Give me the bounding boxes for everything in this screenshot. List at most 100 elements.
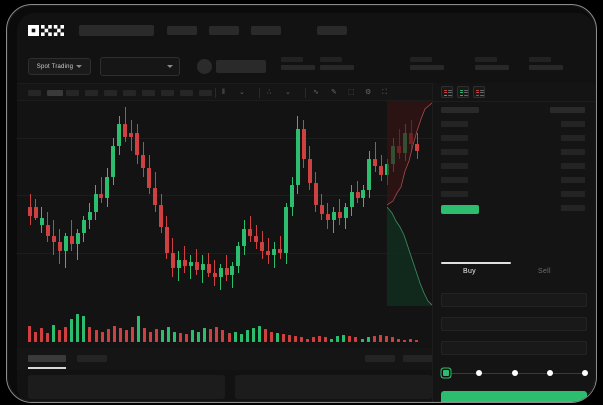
candle [57, 101, 62, 296]
timeframe-button-1[interactable] [47, 90, 63, 96]
timeframe-button-5[interactable] [123, 90, 136, 96]
okx-logo-svg [28, 25, 64, 36]
tab-action-1[interactable] [365, 355, 395, 362]
timeframe-button-0[interactable] [28, 90, 41, 96]
orderbook-bid-row[interactable] [441, 191, 468, 197]
orderbook-bid-row[interactable] [441, 205, 479, 214]
coin-avatar [197, 59, 212, 74]
indicators-icon[interactable]: ∴ [267, 89, 272, 96]
candle [206, 101, 211, 296]
candle-body [28, 207, 32, 216]
orderbook-ask-row[interactable] [561, 177, 585, 183]
indicators-chevron-icon[interactable]: ⌄ [285, 89, 291, 96]
volume-bar [34, 331, 38, 342]
tab-open-orders[interactable] [28, 355, 66, 362]
orderbook-bid-row[interactable] [441, 121, 468, 127]
tab-buy[interactable]: Buy [463, 268, 476, 275]
timeframe-button-6[interactable] [142, 90, 155, 96]
nav-item-4[interactable] [317, 26, 347, 35]
volume-bar [185, 333, 189, 342]
market-subheader: Spot Trading [17, 49, 595, 83]
volume-bar [130, 326, 134, 342]
depth-overlay [387, 101, 432, 306]
slider-stop-100[interactable] [582, 370, 588, 376]
candle-wick [77, 229, 79, 260]
candle-body [284, 207, 289, 253]
candle-body [117, 124, 122, 147]
amount-slider[interactable] [443, 370, 588, 376]
tab-sell[interactable]: Sell [538, 268, 551, 275]
timeframe-button-9[interactable] [199, 90, 212, 96]
orderbook-ask-row[interactable] [561, 121, 585, 127]
slider-stop-0[interactable] [443, 370, 449, 376]
orderbook-ask-row[interactable] [561, 191, 585, 197]
candle-body [290, 185, 294, 208]
timeframe-button-2[interactable] [66, 90, 79, 96]
pencil-icon[interactable]: ✎ [331, 89, 337, 96]
tab-order-history[interactable] [77, 355, 107, 362]
slider-stop-25[interactable] [476, 370, 482, 376]
settings-gear-icon[interactable]: ⚙ [365, 89, 372, 96]
slider-stop-50[interactable] [512, 370, 518, 376]
orders-panel-right[interactable] [235, 375, 432, 399]
price-chart[interactable] [17, 101, 432, 306]
line-tool-icon[interactable]: ∿ [313, 89, 319, 96]
orders-panel-left[interactable] [28, 375, 225, 399]
submit-buy-button[interactable] [441, 391, 587, 402]
timeframe-button-8[interactable] [180, 90, 193, 96]
orderbook-bid-row[interactable] [441, 177, 468, 183]
candle-body [313, 183, 318, 206]
volume-bar [58, 330, 62, 342]
candle-body [93, 194, 98, 212]
orderbook-bid-row[interactable] [441, 163, 468, 169]
volume-bar [173, 331, 177, 342]
volume-bar [118, 328, 122, 342]
orderbook-bid-row[interactable] [441, 149, 468, 155]
orderbook-ask-row[interactable] [550, 107, 585, 113]
candle-body [373, 159, 378, 166]
orderbook-ask-row[interactable] [561, 149, 585, 155]
tab-action-2[interactable] [403, 355, 433, 362]
candle-wick [190, 255, 192, 280]
candle-body [63, 235, 68, 251]
candlestick-type-icon[interactable]: ‖ [222, 89, 225, 96]
volume-bar [390, 337, 394, 342]
order-price-field[interactable] [441, 317, 587, 331]
candle [153, 101, 158, 296]
orderbook-view-bids-icon[interactable] [457, 86, 469, 98]
timeframe-button-4[interactable] [104, 90, 117, 96]
camera-icon[interactable]: ⬚ [348, 89, 355, 96]
candle [39, 101, 44, 296]
fullscreen-icon[interactable]: ⛶ [382, 89, 387, 96]
candle [415, 101, 420, 296]
candle-wick [374, 141, 376, 173]
order-type-field[interactable] [441, 293, 587, 307]
orderbook-ask-row[interactable] [561, 163, 585, 169]
nav-item-1[interactable] [167, 26, 197, 35]
chart-type-chevron-icon[interactable]: ⌄ [239, 89, 245, 96]
trading-mode-selector[interactable]: Spot Trading [28, 58, 91, 75]
candle [33, 101, 38, 296]
okx-logo[interactable] [28, 25, 64, 36]
candle [361, 101, 366, 296]
search-input[interactable] [79, 25, 154, 36]
order-amount-field[interactable] [441, 341, 587, 355]
slider-stop-75[interactable] [547, 370, 553, 376]
candle [301, 101, 306, 296]
volume-bar [112, 325, 116, 342]
candle-body [170, 252, 175, 269]
trading-pair-selector[interactable] [100, 57, 180, 76]
orderbook-view-asks-icon[interactable] [473, 86, 485, 98]
orderbook-bid-row[interactable] [441, 107, 479, 113]
candle-body [415, 144, 420, 151]
nav-item-2[interactable] [209, 26, 239, 35]
orderbook-ask-row[interactable] [561, 135, 585, 141]
nav-item-3[interactable] [251, 26, 281, 35]
orderbook-ask-row[interactable] [561, 205, 585, 211]
candle-body [379, 165, 384, 175]
timeframe-button-7[interactable] [161, 90, 174, 96]
timeframe-button-3[interactable] [85, 90, 98, 96]
orderbook-view-both-icon[interactable] [441, 86, 453, 98]
orderbook-bid-row[interactable] [441, 135, 468, 141]
